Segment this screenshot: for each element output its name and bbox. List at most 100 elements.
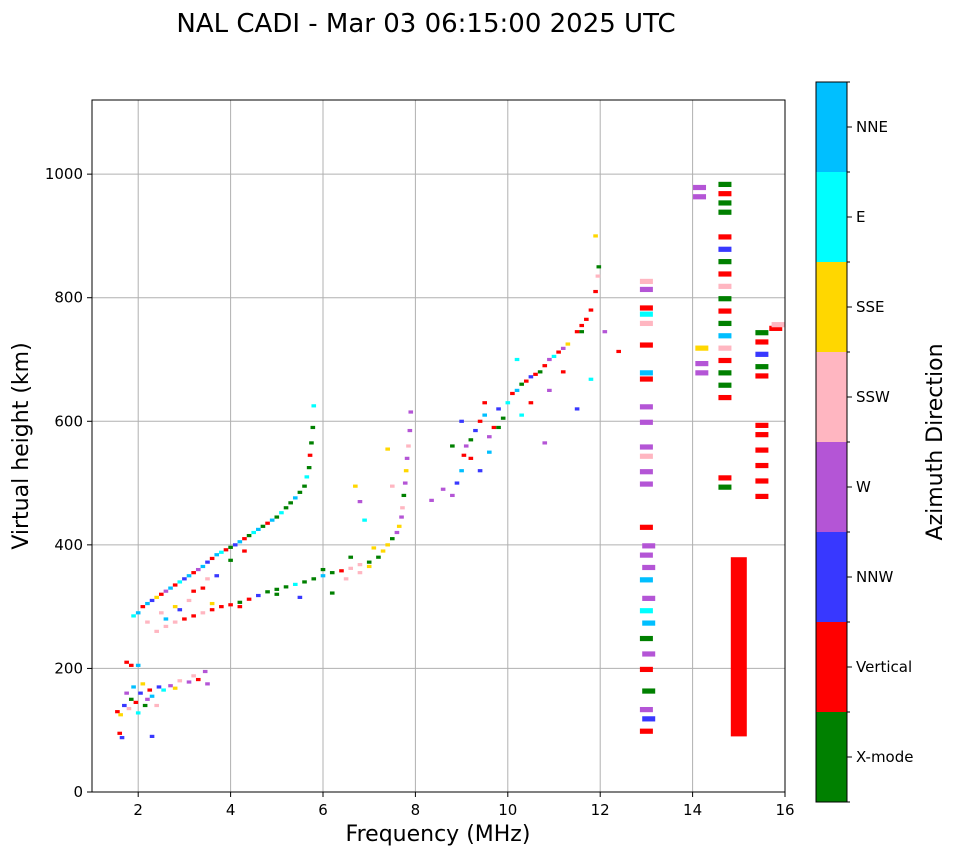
- echo-mark: [119, 736, 125, 740]
- echo-mark: [755, 462, 769, 469]
- echo-mark: [237, 600, 243, 604]
- echo-mark: [191, 614, 196, 618]
- echo-mark: [642, 651, 656, 657]
- echo-mark: [642, 543, 656, 549]
- echo-mark: [228, 558, 233, 562]
- echo-mark: [182, 617, 187, 621]
- echo-mark: [396, 524, 402, 528]
- echo-mark: [718, 181, 732, 188]
- echo-mark: [145, 601, 150, 606]
- y-tick-label: 0: [73, 783, 83, 801]
- echo-mark: [639, 469, 653, 475]
- echo-mark: [209, 556, 215, 561]
- echo-mark: [307, 453, 313, 457]
- echo-mark: [642, 564, 656, 571]
- echo-mark: [639, 666, 653, 673]
- echo-mark: [320, 574, 326, 578]
- echo-mark: [400, 506, 405, 510]
- echo-mark: [200, 586, 206, 590]
- echo-mark: [718, 475, 732, 481]
- echo-mark: [755, 330, 769, 336]
- echo-mark: [642, 595, 656, 601]
- echo-mark: [695, 345, 709, 351]
- echo-mark: [551, 354, 557, 359]
- echo-mark: [118, 713, 123, 717]
- echo-mark: [755, 447, 769, 453]
- echo-mark: [362, 518, 367, 522]
- echo-mark: [274, 592, 280, 596]
- echo-mark: [140, 682, 146, 686]
- echo-mark: [468, 438, 474, 442]
- echo-mark: [463, 444, 469, 448]
- echo-mark: [642, 716, 656, 722]
- echo-mark: [297, 490, 303, 494]
- echo-mark: [214, 553, 220, 557]
- echo-mark: [385, 447, 390, 451]
- x-tick-label: 14: [683, 801, 702, 819]
- echo-mark: [593, 289, 598, 294]
- echo-mark: [730, 557, 747, 737]
- echo-mark: [440, 487, 446, 491]
- echo-mark: [473, 428, 478, 433]
- colorbar-swatch-e: [816, 172, 847, 262]
- echo-mark: [251, 530, 256, 535]
- colorbar-swatch-x-mode: [816, 712, 847, 802]
- y-tick-label: 200: [54, 659, 83, 677]
- echo-mark: [223, 548, 229, 552]
- azimuth-colorbar: X-mode Vertical NNW W SSW SSE E NNE: [815, 81, 913, 803]
- echo-mark: [406, 444, 411, 448]
- echo-mark: [172, 686, 178, 690]
- echo-mark: [718, 382, 732, 388]
- echo-mark: [401, 493, 407, 498]
- echo-mark: [159, 592, 164, 596]
- x-tick-label: 16: [775, 801, 794, 819]
- echo-mark: [122, 703, 127, 708]
- echo-mark: [514, 357, 520, 362]
- echo-mark: [163, 589, 169, 593]
- echo-mark: [390, 537, 395, 541]
- colorbar-tick-label: NNE: [856, 118, 888, 136]
- echo-mark: [584, 317, 589, 321]
- echo-mark: [297, 595, 303, 599]
- colorbar-tick-label: W: [856, 478, 871, 496]
- echo-mark: [191, 674, 196, 678]
- echo-mark: [186, 574, 192, 578]
- echo-mark: [246, 597, 252, 601]
- echo-mark: [602, 330, 608, 334]
- echo-mark: [279, 511, 284, 515]
- echo-mark: [505, 401, 511, 405]
- echo-mark: [302, 484, 307, 488]
- echo-mark: [304, 475, 310, 479]
- echo-mark: [639, 706, 653, 713]
- echo-mark: [292, 496, 298, 500]
- echo-mark: [124, 691, 129, 695]
- echo-mark: [718, 296, 732, 302]
- echo-mark: [390, 484, 395, 488]
- echo-mark: [718, 357, 732, 364]
- plot-background: [92, 100, 785, 792]
- echo-mark: [639, 635, 653, 642]
- echo-mark: [718, 234, 732, 240]
- echo-mark: [191, 571, 196, 575]
- echo-mark: [168, 586, 173, 590]
- echo-mark: [376, 555, 381, 559]
- echo-mark: [639, 728, 653, 734]
- colorbar-swatch-nnw: [816, 532, 847, 622]
- echo-mark: [755, 493, 769, 500]
- echo-mark: [588, 377, 594, 381]
- series-low-e-region-echoes: [115, 660, 210, 740]
- echo-mark: [366, 564, 372, 569]
- echo-mark: [135, 711, 141, 715]
- echo-mark: [574, 407, 580, 411]
- echo-mark: [459, 469, 464, 473]
- echo-mark: [639, 342, 653, 348]
- echo-mark: [402, 481, 408, 485]
- echo-mark: [755, 351, 769, 357]
- echo-mark: [593, 234, 598, 238]
- plot-area: 2 4 6 8 10 12 14 16 0 200 400 600 800 1000: [45, 99, 795, 819]
- echo-mark: [128, 697, 134, 701]
- echo-mark: [588, 308, 594, 312]
- echo-mark: [519, 413, 524, 417]
- echo-mark: [357, 571, 363, 575]
- echo-mark: [579, 323, 585, 328]
